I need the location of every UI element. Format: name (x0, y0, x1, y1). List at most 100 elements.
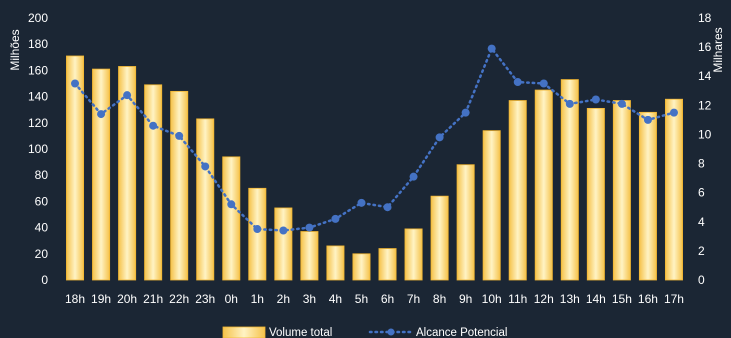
y2-tick-label: 0 (698, 273, 705, 287)
y2-tick-label: 16 (698, 40, 712, 54)
line-point (279, 226, 288, 235)
y-tick-label: 140 (28, 90, 48, 104)
line-point (617, 99, 626, 108)
line-point (669, 108, 678, 117)
line-point (201, 162, 210, 171)
legend-line-label: Alcance Potencial (416, 327, 507, 338)
x-tick-label: 8h (433, 292, 446, 306)
x-tick-label: 16h (638, 292, 658, 306)
bar (612, 100, 631, 281)
x-tick-label: 13h (560, 292, 580, 306)
line-path (73, 46, 676, 232)
bar (508, 100, 527, 281)
x-tick-label: 9h (459, 292, 472, 306)
bar (326, 245, 345, 281)
y2-tick-label: 14 (698, 69, 712, 83)
bar (560, 79, 579, 281)
bar (586, 107, 605, 281)
bar (430, 195, 449, 281)
y2-tick-label: 6 (698, 186, 705, 200)
bar (222, 156, 241, 281)
line-point (539, 79, 548, 88)
line-point (357, 198, 366, 207)
bar (92, 68, 111, 281)
y-axis-right: 0 2 4 6 8 10 12 14 16 18 (698, 11, 712, 287)
bar (144, 84, 163, 281)
legend-line-marker (387, 328, 395, 336)
x-tick-label: 1h (251, 292, 264, 306)
line-point (97, 110, 106, 119)
bar (274, 207, 293, 281)
bar (66, 55, 85, 281)
x-tick-label: 20h (117, 292, 137, 306)
x-tick-label: 10h (482, 292, 502, 306)
line-point (175, 131, 184, 140)
y-tick-label: 0 (41, 273, 48, 287)
bar (248, 187, 267, 281)
x-tick-label: 4h (329, 292, 342, 306)
y-axis-left-title: Milhões (8, 29, 22, 70)
line-point (149, 121, 158, 130)
bar (404, 228, 423, 281)
bar (378, 248, 397, 281)
line-point (71, 79, 80, 88)
bar (170, 90, 189, 281)
y-tick-label: 200 (28, 11, 48, 25)
line-point (591, 95, 600, 104)
line-point (435, 133, 444, 142)
line-point (253, 225, 262, 234)
bar (664, 98, 683, 281)
line-point (227, 200, 236, 209)
bar (118, 66, 137, 281)
line-point (565, 99, 574, 108)
x-tick-label: 12h (534, 292, 554, 306)
line-point (123, 91, 132, 100)
y2-tick-label: 18 (698, 11, 712, 25)
legend-bar-label: Volume total (269, 327, 332, 338)
bar (638, 111, 657, 281)
bar-series (66, 55, 683, 281)
line-series (71, 44, 678, 235)
y-tick-label: 80 (35, 168, 49, 182)
y-axis-left: 0 20 40 60 80 100 120 140 160 180 200 (28, 11, 48, 287)
y2-tick-label: 2 (698, 244, 705, 258)
x-tick-label: 22h (169, 292, 189, 306)
line-point (383, 203, 392, 212)
y-tick-label: 40 (35, 221, 49, 235)
line-point (487, 44, 496, 53)
x-tick-label: 0h (225, 292, 238, 306)
y-tick-label: 180 (28, 37, 48, 51)
x-tick-label: 18h (65, 292, 85, 306)
bar (456, 164, 475, 281)
y-tick-label: 100 (28, 142, 48, 156)
y-tick-label: 160 (28, 63, 48, 77)
legend-bar-swatch (222, 326, 266, 338)
y-tick-label: 60 (35, 194, 49, 208)
legend: Volume total Alcance Potencial (222, 326, 507, 338)
y-tick-label: 20 (35, 247, 49, 261)
y-tick-label: 120 (28, 116, 48, 130)
x-tick-label: 15h (612, 292, 632, 306)
y2-tick-label: 4 (698, 215, 705, 229)
bar (196, 118, 215, 281)
x-tick-label: 11h (508, 292, 527, 306)
y2-tick-label: 12 (698, 98, 712, 112)
x-tick-label: 7h (407, 292, 420, 306)
x-tick-label: 19h (91, 292, 111, 306)
line-point (643, 115, 652, 124)
x-tick-label: 5h (355, 292, 368, 306)
line-point (331, 214, 340, 223)
bar (534, 89, 553, 281)
line-point (305, 223, 314, 232)
y-axis-right-title: Milhares (711, 27, 725, 72)
y2-tick-label: 10 (698, 127, 712, 141)
x-tick-label: 3h (303, 292, 316, 306)
line-point (461, 108, 470, 117)
bar (352, 253, 371, 281)
x-axis: 18h 19h 20h 21h 22h 23h 0h 1h 2h 3h 4h 5h 6h 7h 8h 9h 10… (65, 292, 684, 306)
bar (482, 130, 501, 281)
line-point (409, 172, 418, 181)
x-tick-label: 14h (586, 292, 606, 306)
x-tick-label: 23h (195, 292, 215, 306)
